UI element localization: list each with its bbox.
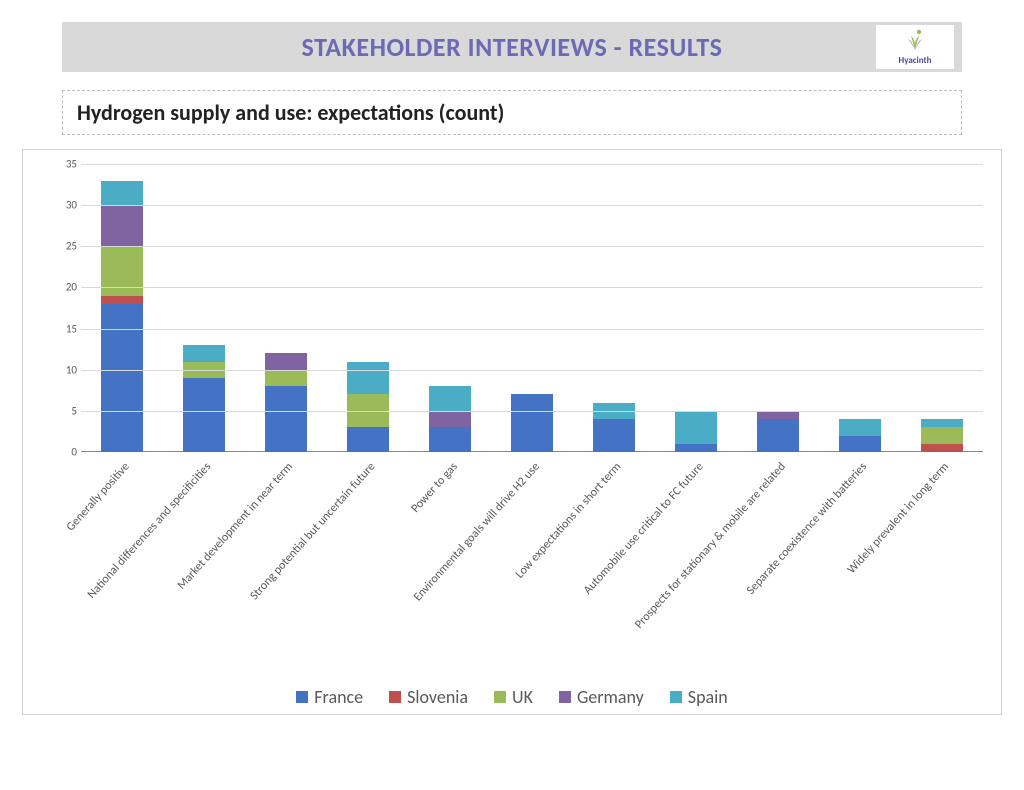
bar-slot: Low expectations in short term (593, 164, 636, 452)
grid-line (81, 205, 983, 206)
legend-item: Slovenia (389, 686, 468, 708)
legend-label: Spain (688, 686, 728, 708)
legend-label: France (314, 686, 363, 708)
grid-line (81, 329, 983, 330)
bar-segment (347, 427, 390, 452)
bar-segment (265, 386, 308, 452)
legend-swatch (559, 691, 571, 703)
bar-slot: Prospects for stationary & mobile are re… (757, 164, 800, 452)
y-tick-label: 35 (51, 158, 77, 171)
grid-line (81, 164, 983, 165)
bar-slot: Widely prevalent in long term (921, 164, 964, 452)
bar-stack (675, 411, 718, 452)
bar-slot: National differences and specificities (183, 164, 226, 452)
page-title: STAKEHOLDER INTERVIEWS - RESULTS (302, 31, 723, 63)
bar-segment (921, 427, 964, 443)
bar-segment (593, 419, 636, 452)
bar-segment (347, 362, 390, 395)
bar-stack (921, 419, 964, 452)
bar-segment (839, 419, 882, 435)
bar-slot: Separate coexistence with batteries (839, 164, 882, 452)
bar-segment (101, 304, 144, 452)
bar-slot: Environmental goals will drive H2 use (511, 164, 554, 452)
chart-container: Generally positive National differences a… (22, 149, 1002, 715)
bar-segment (183, 378, 226, 452)
bar-segment (429, 427, 472, 452)
legend-swatch (389, 691, 401, 703)
legend-item: Spain (670, 686, 728, 708)
legend-label: Slovenia (407, 686, 468, 708)
bar-slot: Strong potential but uncertain future (347, 164, 390, 452)
bar-slot: Automobile use critical to FC future (675, 164, 718, 452)
y-tick-label: 25 (51, 240, 77, 253)
bar-segment (265, 353, 308, 369)
grid-line (81, 411, 983, 412)
category-label: Generally positive (64, 460, 133, 534)
plot-area: Generally positive National differences a… (81, 164, 983, 452)
bar-segment (511, 394, 554, 452)
legend-label: UK (512, 686, 533, 708)
y-tick-label: 30 (51, 199, 77, 212)
bar-stack (183, 345, 226, 452)
category-label: Prospects for stationary & mobile are re… (632, 460, 789, 632)
y-tick-label: 15 (51, 322, 77, 335)
legend-label: Germany (577, 686, 644, 708)
legend: France Slovenia UK Germany Spain (23, 686, 1001, 708)
bar-segment (675, 411, 718, 444)
bars-layer: Generally positive National differences a… (81, 164, 983, 452)
header-bar: STAKEHOLDER INTERVIEWS - RESULTS Hyacint… (62, 22, 962, 72)
bar-segment (839, 436, 882, 452)
legend-swatch (494, 691, 506, 703)
bar-segment (757, 419, 800, 452)
legend-item: UK (494, 686, 533, 708)
legend-swatch (670, 691, 682, 703)
bar-stack (511, 394, 554, 452)
bar-stack (839, 419, 882, 452)
legend-swatch (296, 691, 308, 703)
grid-line (81, 246, 983, 247)
category-label: Power to gas (408, 460, 460, 516)
bar-segment (101, 296, 144, 304)
y-tick-label: 20 (51, 281, 77, 294)
bar-slot: Generally positive (101, 164, 144, 452)
logo-mark (902, 28, 928, 54)
bar-segment (675, 444, 718, 452)
bar-segment (183, 345, 226, 361)
bar-segment (429, 386, 472, 411)
bar-stack (429, 386, 472, 452)
grid-line (81, 287, 983, 288)
bar-segment (265, 370, 308, 386)
logo: Hyacinth (876, 25, 954, 69)
y-tick-label: 5 (51, 404, 77, 417)
bar-segment (429, 411, 472, 427)
bar-segment (921, 444, 964, 452)
subtitle-box: Hydrogen supply and use: expectations (c… (62, 90, 962, 135)
chart-subtitle: Hydrogen supply and use: expectations (c… (77, 99, 504, 126)
logo-text: Hyacinth (899, 55, 932, 66)
bar-stack (347, 362, 390, 452)
legend-item: France (296, 686, 363, 708)
y-tick-label: 0 (51, 446, 77, 459)
bar-slot: Power to gas (429, 164, 472, 452)
bar-slot: Market development in near term (265, 164, 308, 452)
bar-segment (101, 181, 144, 206)
bar-segment (921, 419, 964, 427)
bar-segment (101, 205, 144, 246)
bar-stack (265, 353, 308, 452)
y-tick-label: 10 (51, 363, 77, 376)
grid-line (81, 370, 983, 371)
bar-segment (757, 411, 800, 419)
bar-stack (757, 411, 800, 452)
legend-item: Germany (559, 686, 644, 708)
